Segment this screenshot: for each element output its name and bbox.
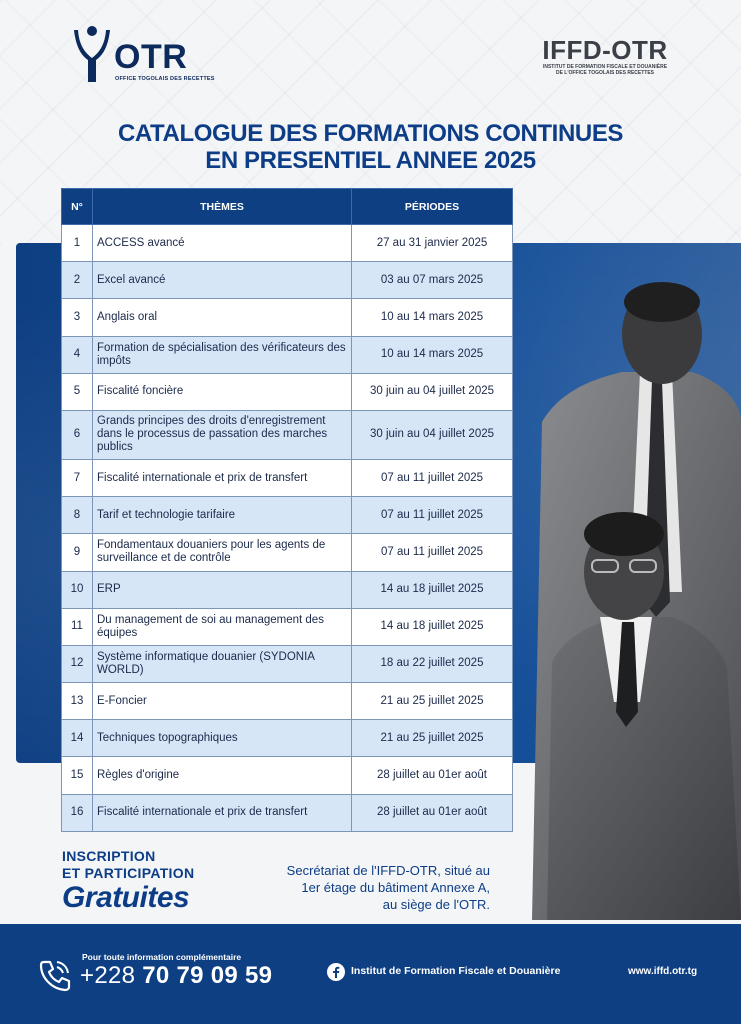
page-title-line-2: EN PRESENTIEL ANNEE 2025 xyxy=(205,147,536,174)
iffd-tagline-2: DE L'OFFICE TOGOLAIS DES RECETTES xyxy=(555,70,655,76)
table-row: 15 Règles d'origine 28 juillet au 01er aoû… xyxy=(61,756,513,795)
phone-prefix: +228 xyxy=(80,962,136,989)
table-row: 16 Fiscalité internationale et prix de tr… xyxy=(61,793,513,832)
info-label: Pour toute information complémentaire xyxy=(82,952,242,962)
facebook-icon xyxy=(327,963,345,981)
secretariat-line-2: 1er étage du bâtiment Annexe A, xyxy=(301,880,490,895)
table-row: 7 Fiscalité internationale et prix de tra… xyxy=(61,458,513,498)
table-row: 9 Fondamentaux douaniers pour les agents … xyxy=(61,533,513,572)
iffd-tagline-1: INSTITUT DE FORMATION FISCALE ET DOUANIÈ… xyxy=(542,64,668,70)
table-row: 11 Du management de soi au management des… xyxy=(61,607,513,646)
otr-wordmark: OTR xyxy=(114,38,188,76)
table-row: 8 Tarif et technologie tarifaire 07 au 11 … xyxy=(61,496,513,535)
secretariat-line-3: au siège de l'OTR. xyxy=(382,897,490,912)
header-period: PÉRIODES xyxy=(351,188,513,225)
table-header-row: N° THÈMES PÉRIODES xyxy=(61,188,513,225)
header-theme: THÈMES xyxy=(92,188,352,225)
table-row: 5 Fiscalité foncière 30 juin au 04 juillet… xyxy=(61,372,513,411)
inscription-block: INSCRIPTION ET PARTICIPATION Gratuites xyxy=(62,848,194,914)
table-row: 3 Anglais oral 10 au 14 mars 2025 xyxy=(61,298,513,337)
table-row: 10 ERP 14 au 18 juillet 2025 xyxy=(61,570,513,609)
table-row: 14 Techniques topographiques 21 au 25 juil… xyxy=(61,719,513,758)
inscription-free: Gratuites xyxy=(62,881,190,914)
secretariat-info: Secrétariat de l'IFFD-OTR, situé au 1er … xyxy=(268,862,490,913)
table-row: 2 Excel avancé 03 au 07 mars 2025 xyxy=(61,261,513,300)
secretariat-line-1: Secrétariat de l'IFFD-OTR, situé au xyxy=(286,863,490,878)
footer: Pour toute information complémentaire +2… xyxy=(0,924,741,1024)
phone-icon xyxy=(39,960,71,992)
otr-figure-icon xyxy=(74,26,110,82)
inscription-line-1: INSCRIPTION xyxy=(62,848,156,864)
table-row: 12 Système informatique douanier (SYDONIA… xyxy=(61,644,513,684)
page-title-line-1: CATALOGUE DES FORMATIONS CONTINUES xyxy=(117,120,624,147)
iffd-wordmark: IFFD-OTR xyxy=(542,35,668,65)
header-num: N° xyxy=(61,188,93,225)
phone-digits: 70 79 09 59 xyxy=(142,962,273,989)
facebook-link[interactable]: Institut de Formation Fiscale et Douaniè… xyxy=(351,965,561,977)
iffd-logo: IFFD-OTR INSTITUT DE FORMATION FISCALE E… xyxy=(530,36,680,80)
table-row: 6 Grands principes des droits d'enregistr… xyxy=(61,409,513,460)
inscription-line-2: ET PARTICIPATION xyxy=(62,865,195,881)
table-row: 1 ACCESS avancé 27 au 31 janvier 2025 xyxy=(61,223,513,263)
otr-tagline: OFFICE TOGOLAIS DES RECETTES xyxy=(115,76,215,82)
website-link[interactable]: www.iffd.otr.tg xyxy=(628,966,698,977)
staff-photo xyxy=(532,282,741,920)
phone-number[interactable]: +228 70 79 09 59 xyxy=(80,962,272,990)
table-row: 4 Formation de spécialisation des vérific… xyxy=(61,335,513,374)
otr-logo: OTR OFFICE TOGOLAIS DES RECETTES xyxy=(70,24,214,86)
table-row: 13 E-Foncier 21 au 25 juillet 2025 xyxy=(61,682,513,721)
training-catalogue-table: N° THÈMES PÉRIODES 1 ACCESS avancé 27 au 3… xyxy=(61,188,513,832)
